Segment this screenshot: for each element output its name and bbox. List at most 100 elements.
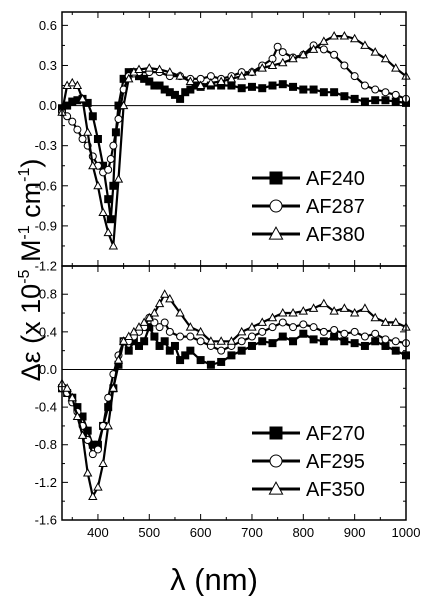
data-point bbox=[339, 303, 350, 312]
data-point bbox=[371, 337, 380, 346]
y-axis-title-part: cm bbox=[16, 182, 46, 226]
data-point bbox=[237, 71, 247, 80]
data-point bbox=[340, 61, 349, 70]
data-point bbox=[247, 82, 256, 91]
y-tick-label: 0.6 bbox=[39, 18, 57, 33]
data-point bbox=[319, 36, 329, 45]
data-point bbox=[350, 339, 359, 348]
data-point bbox=[176, 332, 185, 341]
data-point bbox=[308, 303, 319, 312]
legend-item: AF270 bbox=[252, 423, 365, 445]
data-point bbox=[155, 81, 164, 90]
data-point bbox=[309, 335, 318, 344]
data-point bbox=[113, 174, 124, 183]
data-point bbox=[299, 320, 308, 329]
data-point bbox=[195, 80, 206, 90]
y-tick-label: 0.0 bbox=[39, 98, 57, 113]
data-point bbox=[257, 317, 267, 326]
data-point bbox=[135, 341, 144, 350]
legend-label: AF350 bbox=[306, 479, 365, 501]
data-point bbox=[155, 323, 164, 332]
data-point bbox=[98, 458, 108, 468]
data-point bbox=[176, 356, 185, 365]
data-point bbox=[98, 207, 108, 217]
data-point bbox=[360, 97, 369, 106]
data-point bbox=[93, 135, 102, 143]
bottom-panel: -1.6 -1.2 -0.8 -0.4 0.0 0.4 0.8 400 500 600 700 800… bbox=[35, 265, 421, 540]
data-point bbox=[391, 317, 401, 326]
data-point bbox=[340, 337, 349, 346]
data-point bbox=[62, 383, 72, 392]
data-point bbox=[278, 308, 288, 317]
data-point bbox=[380, 53, 391, 63]
data-point bbox=[299, 329, 308, 338]
data-point bbox=[145, 77, 154, 86]
data-point bbox=[381, 88, 390, 97]
y-axis-title-part: Δε (x 10 bbox=[16, 284, 46, 382]
data-point bbox=[268, 81, 277, 90]
data-point bbox=[288, 53, 298, 63]
data-point bbox=[278, 80, 287, 89]
data-point bbox=[278, 332, 287, 341]
data-point bbox=[391, 346, 400, 355]
data-point bbox=[391, 97, 400, 106]
legend-marker bbox=[269, 426, 283, 440]
data-point bbox=[103, 227, 113, 237]
y-axis-title-superscript: -1 bbox=[16, 225, 33, 239]
data-point bbox=[124, 73, 134, 83]
data-point bbox=[258, 327, 267, 336]
data-point bbox=[247, 341, 256, 350]
data-point bbox=[72, 80, 83, 90]
data-point bbox=[78, 135, 87, 143]
data-point bbox=[371, 85, 380, 94]
x-tick-label: 1000 bbox=[392, 525, 421, 540]
data-point bbox=[181, 351, 190, 360]
data-point bbox=[319, 327, 328, 336]
data-point bbox=[298, 306, 309, 315]
data-point bbox=[134, 322, 144, 331]
x-tick-label: 500 bbox=[138, 525, 160, 540]
data-point bbox=[104, 165, 113, 174]
data-point bbox=[258, 337, 267, 346]
data-point bbox=[349, 308, 360, 317]
data-point bbox=[165, 327, 174, 336]
data-point bbox=[319, 298, 329, 308]
data-point bbox=[118, 336, 129, 345]
data-point bbox=[165, 67, 175, 76]
data-point bbox=[140, 337, 149, 346]
data-point bbox=[370, 312, 380, 322]
data-point bbox=[360, 40, 370, 49]
data-point bbox=[289, 323, 298, 332]
bottom-panel-series bbox=[57, 289, 411, 500]
x-axis-title: λ (nm) bbox=[170, 562, 258, 596]
data-point bbox=[170, 90, 179, 99]
data-point bbox=[150, 332, 159, 341]
data-point bbox=[237, 84, 246, 93]
data-point bbox=[330, 50, 339, 59]
data-point bbox=[309, 323, 318, 332]
legend-marker bbox=[269, 199, 283, 213]
data-point bbox=[106, 155, 115, 164]
data-point bbox=[330, 332, 339, 341]
data-point bbox=[278, 48, 287, 57]
data-point bbox=[350, 72, 359, 81]
y-tick-label: -0.3 bbox=[35, 138, 57, 153]
legend-item: AF240 bbox=[252, 168, 365, 190]
data-point bbox=[329, 306, 339, 315]
data-point bbox=[154, 64, 165, 73]
data-point bbox=[175, 308, 185, 317]
data-point bbox=[186, 332, 195, 341]
data-point bbox=[108, 240, 119, 250]
data-point bbox=[380, 317, 391, 326]
data-point bbox=[237, 346, 246, 355]
legend-label: AF270 bbox=[306, 423, 365, 445]
data-point bbox=[93, 482, 103, 491]
x-tick-label: 600 bbox=[190, 525, 212, 540]
data-point bbox=[186, 85, 195, 94]
data-point bbox=[149, 308, 160, 317]
data-point bbox=[165, 346, 174, 355]
data-point bbox=[360, 303, 370, 312]
data-point bbox=[196, 337, 205, 346]
data-point bbox=[340, 92, 349, 101]
data-point bbox=[67, 77, 77, 87]
